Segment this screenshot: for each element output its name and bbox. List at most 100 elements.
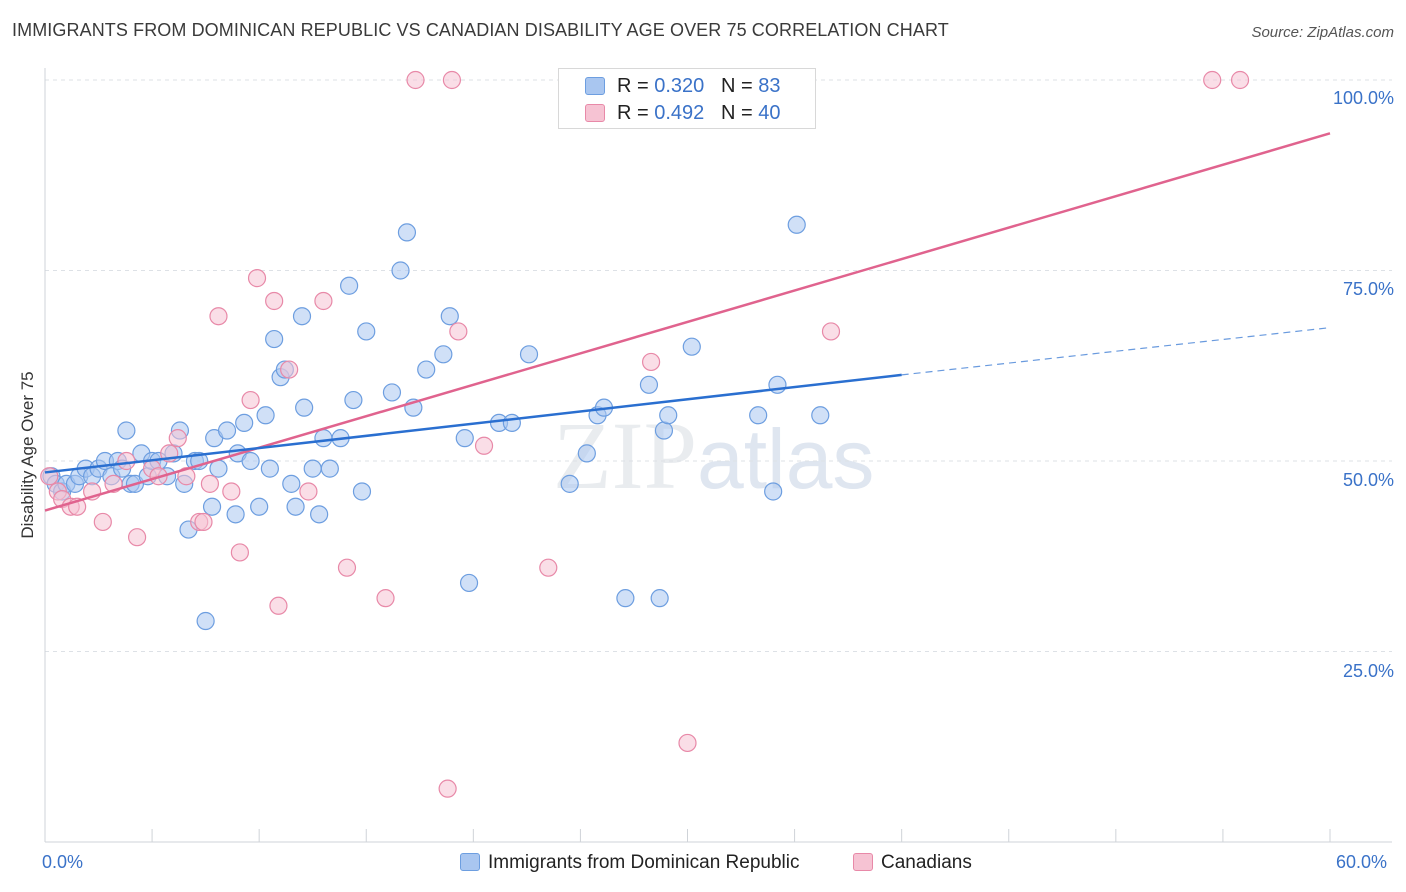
point-canadians bbox=[209, 307, 228, 326]
point-immigrants bbox=[397, 223, 417, 242]
bottom-legend-label-immigrants: Immigrants from Dominican Republic bbox=[488, 852, 800, 873]
trendline-canadians bbox=[44, 132, 1331, 512]
x-tick-label-min: 0.0% bbox=[42, 852, 84, 872]
y-tick-label-50: 50.0% bbox=[1342, 470, 1394, 490]
point-immigrants bbox=[459, 573, 479, 593]
point-immigrants bbox=[352, 482, 372, 501]
point-immigrants bbox=[391, 261, 410, 280]
point-canadians bbox=[438, 779, 457, 798]
chart-title: IMMIGRANTS FROM DOMINICAN REPUBLIC VS CA… bbox=[12, 20, 949, 40]
x-tick-label-max: 60.0% bbox=[1336, 852, 1388, 872]
point-immigrants bbox=[256, 406, 275, 425]
point-immigrants bbox=[616, 589, 635, 608]
point-canadians bbox=[474, 436, 494, 455]
point-canadians bbox=[1230, 70, 1250, 90]
watermark-atlas: atlas bbox=[697, 412, 875, 506]
trendline-immigrants bbox=[44, 373, 902, 474]
point-immigrants bbox=[650, 589, 669, 608]
point-canadians bbox=[299, 482, 318, 501]
point-canadians bbox=[442, 70, 462, 90]
point-canadians bbox=[269, 596, 288, 615]
point-immigrants bbox=[455, 429, 474, 448]
bottom-legend-immigrants: Immigrants from Dominican Republic bbox=[460, 852, 800, 874]
y-tick-label-100: 100.0% bbox=[1332, 88, 1394, 108]
legend-n-value: 40 bbox=[758, 102, 781, 124]
point-canadians bbox=[449, 322, 468, 341]
point-canadians bbox=[337, 558, 357, 577]
legend-n-label: N = bbox=[720, 75, 753, 97]
point-canadians bbox=[539, 558, 558, 577]
point-immigrants bbox=[303, 459, 322, 478]
point-canadians bbox=[1203, 70, 1222, 90]
point-canadians bbox=[247, 269, 267, 288]
point-immigrants bbox=[382, 383, 402, 402]
legend-r-label: R = bbox=[617, 75, 649, 97]
point-immigrants bbox=[250, 497, 269, 516]
point-immigrants bbox=[440, 307, 459, 326]
point-canadians bbox=[127, 528, 147, 547]
point-immigrants bbox=[682, 337, 701, 356]
point-immigrants bbox=[241, 451, 260, 471]
point-immigrants bbox=[286, 497, 305, 516]
point-immigrants bbox=[340, 276, 359, 295]
point-immigrants bbox=[434, 345, 453, 364]
point-canadians bbox=[200, 474, 220, 493]
legend-n-value: 83 bbox=[758, 75, 781, 97]
point-immigrants bbox=[260, 459, 279, 478]
point-immigrants bbox=[577, 444, 596, 463]
point-immigrants bbox=[654, 421, 674, 440]
bottom-legend-swatch-canadians bbox=[853, 853, 873, 871]
point-canadians bbox=[117, 451, 136, 471]
point-immigrants bbox=[320, 459, 339, 478]
correlation-legend: R = 0.320 N = 83 R = 0.492 N = 40 bbox=[558, 68, 816, 129]
point-canadians bbox=[93, 512, 112, 532]
point-canadians bbox=[821, 322, 841, 341]
legend-swatch-canadians bbox=[585, 104, 605, 122]
point-immigrants bbox=[202, 497, 222, 516]
point-canadians bbox=[241, 390, 260, 410]
point-immigrants bbox=[226, 505, 245, 524]
point-immigrants bbox=[417, 360, 436, 379]
point-immigrants bbox=[344, 390, 363, 410]
point-canadians bbox=[168, 429, 187, 448]
bottom-legend-label-canadians: Canadians bbox=[881, 852, 972, 873]
trendline-immigrants-extension bbox=[901, 327, 1331, 376]
point-canadians bbox=[376, 589, 395, 608]
point-immigrants bbox=[314, 429, 333, 448]
bottom-legend-canadians: Canadians bbox=[853, 852, 972, 874]
point-immigrants bbox=[295, 398, 314, 417]
legend-r-label: R = bbox=[617, 102, 649, 124]
y-tick-label-75: 75.0% bbox=[1342, 279, 1394, 299]
point-immigrants bbox=[519, 345, 539, 364]
bottom-legend-swatch-immigrants bbox=[460, 853, 480, 871]
point-immigrants bbox=[235, 413, 254, 432]
point-canadians bbox=[265, 291, 284, 311]
point-immigrants bbox=[502, 413, 521, 432]
point-immigrants bbox=[639, 375, 659, 394]
point-immigrants bbox=[560, 474, 579, 493]
point-canadians bbox=[641, 352, 661, 372]
point-canadians bbox=[230, 543, 249, 562]
y-tick-label-25: 25.0% bbox=[1342, 661, 1394, 681]
point-immigrants bbox=[217, 421, 237, 440]
point-canadians bbox=[406, 70, 425, 90]
point-immigrants bbox=[292, 307, 312, 326]
legend-r-value: 0.492 bbox=[654, 102, 705, 124]
point-canadians bbox=[194, 512, 213, 532]
point-immigrants bbox=[749, 406, 768, 425]
point-immigrants bbox=[787, 215, 806, 234]
point-immigrants bbox=[209, 459, 228, 478]
point-immigrants bbox=[310, 505, 329, 524]
source-label: Source: ZipAtlas.com bbox=[1251, 24, 1394, 41]
legend-n-label: N = bbox=[720, 102, 753, 124]
point-immigrants bbox=[265, 329, 284, 349]
legend-r-value: 0.320 bbox=[654, 75, 705, 97]
point-immigrants bbox=[196, 611, 215, 631]
legend-swatch-immigrants bbox=[585, 77, 605, 95]
point-immigrants bbox=[357, 322, 376, 341]
point-immigrants bbox=[282, 474, 301, 493]
point-canadians bbox=[678, 733, 697, 753]
point-immigrants bbox=[764, 482, 783, 501]
point-immigrants bbox=[659, 406, 678, 425]
